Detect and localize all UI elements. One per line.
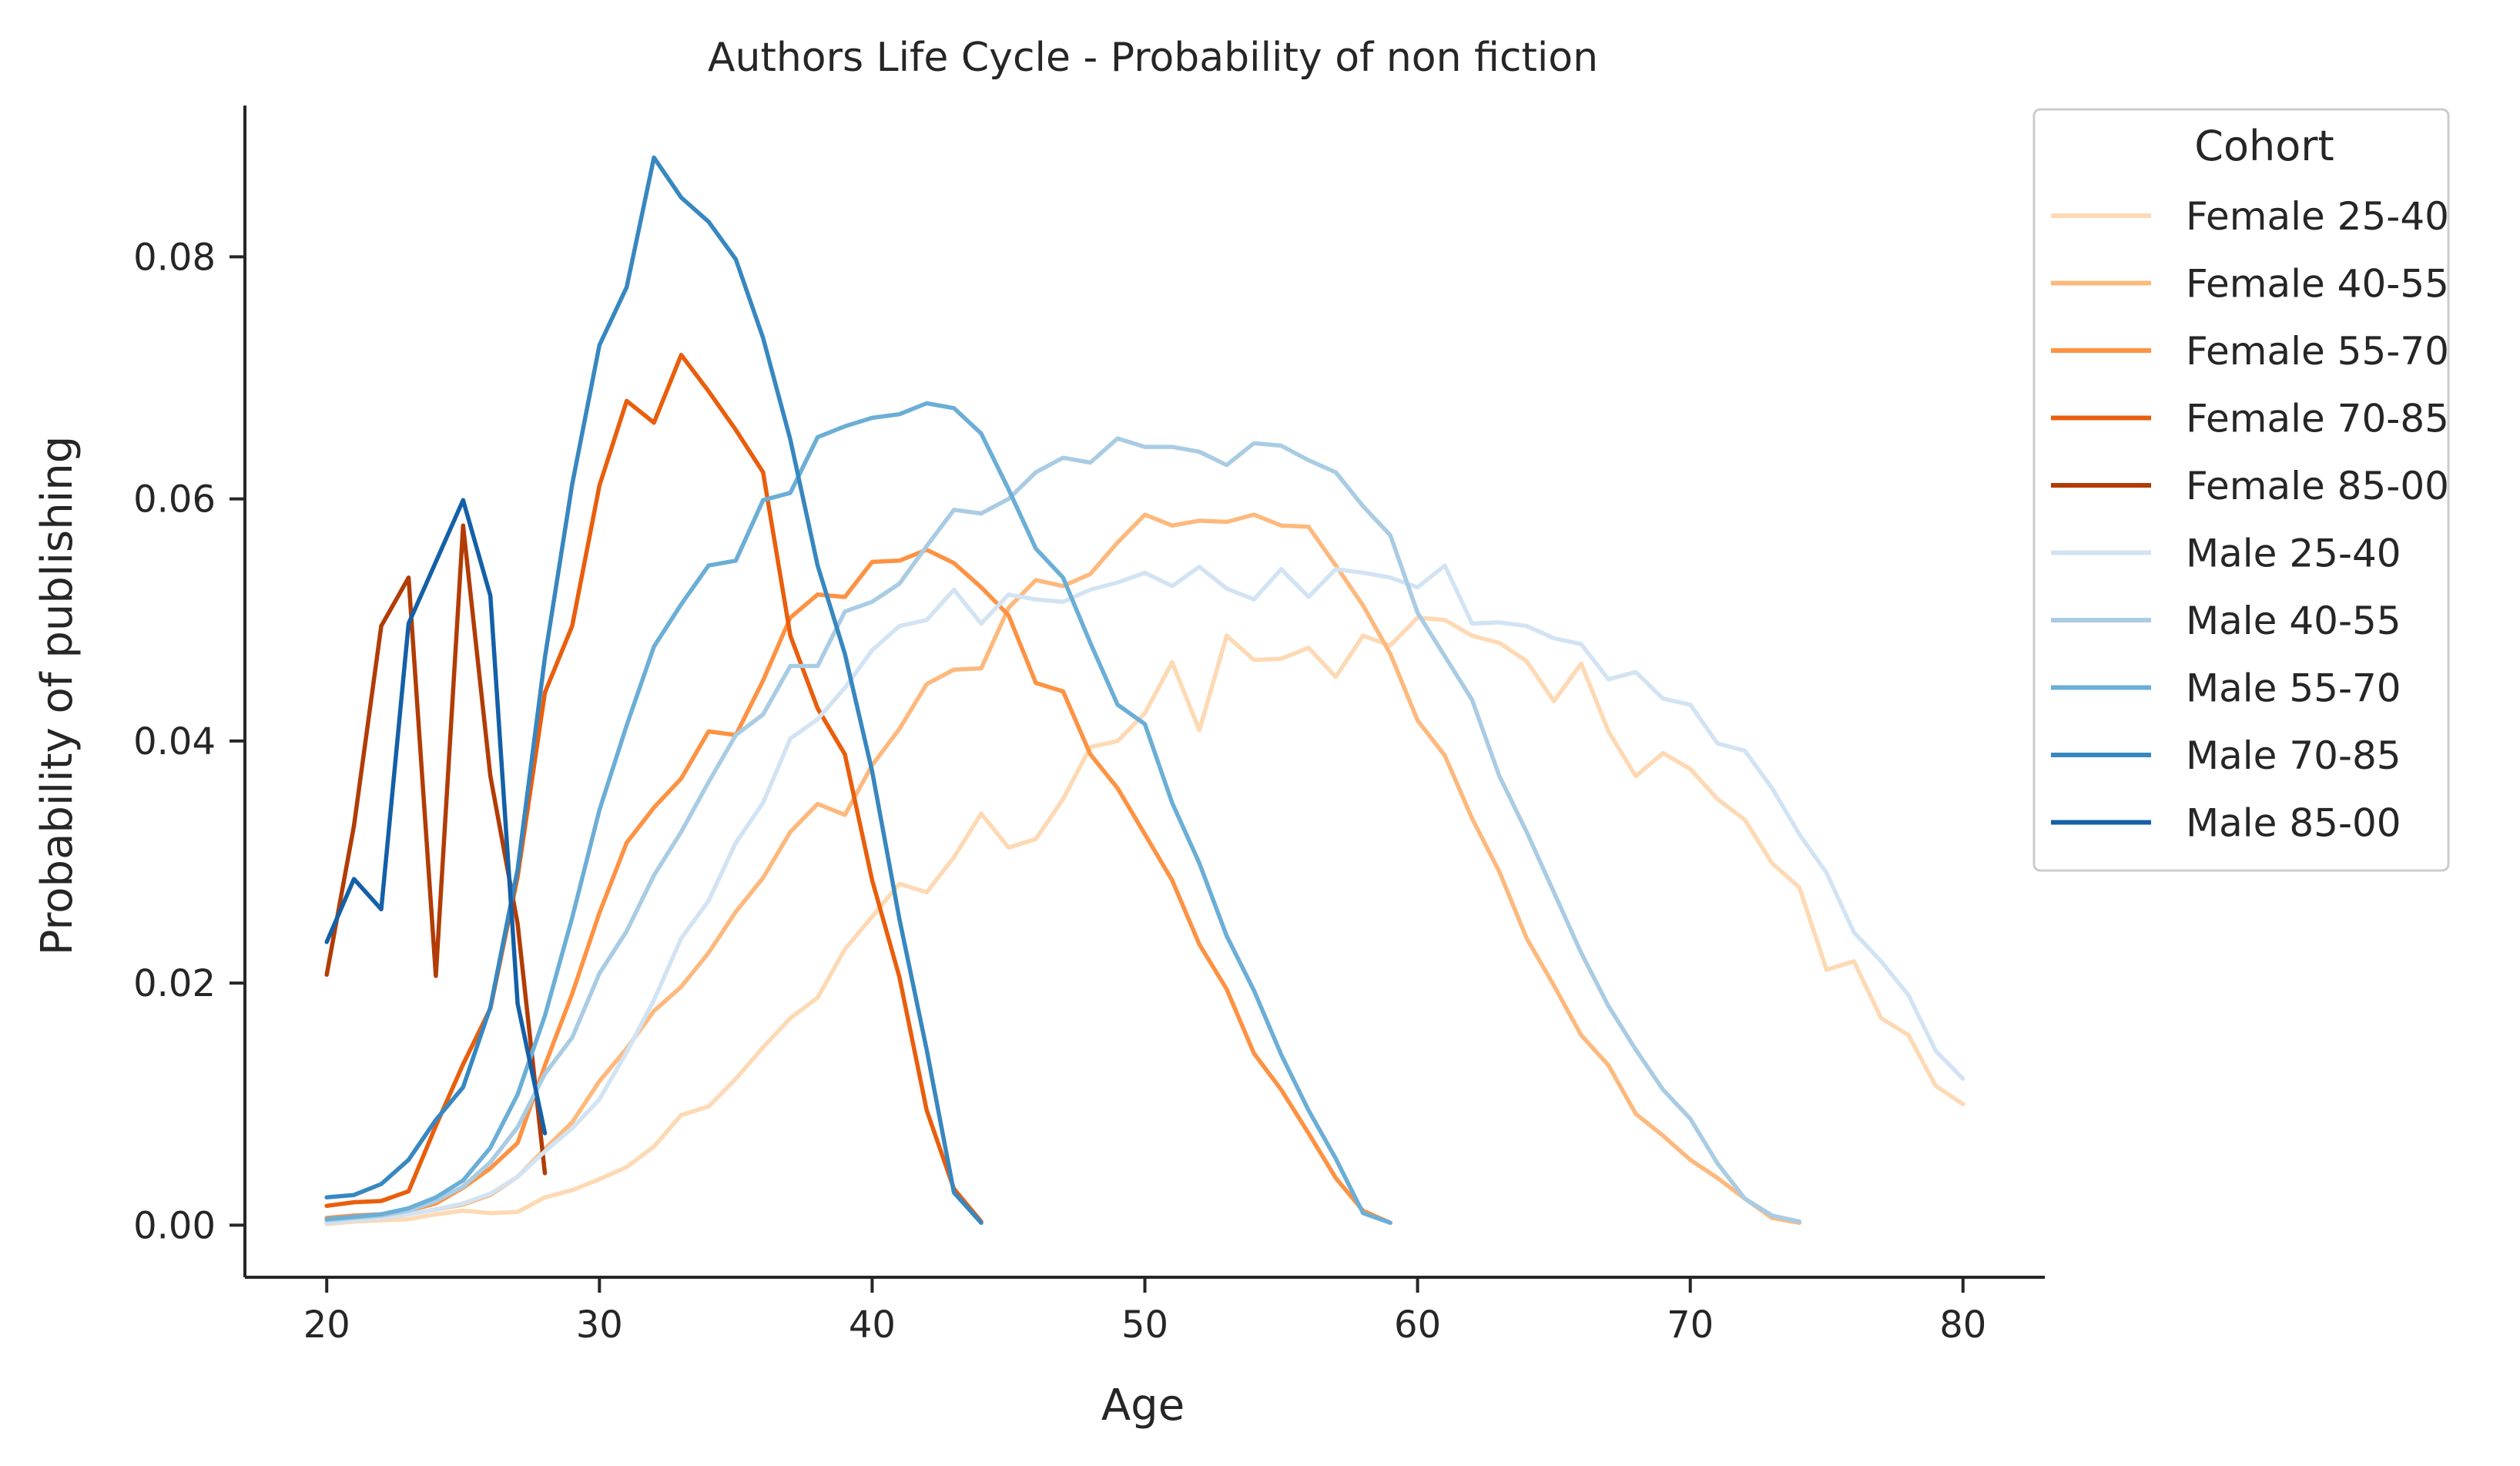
chart-title: Authors Life Cycle - Probability of non … <box>708 35 1598 81</box>
legend-label: Female 85-00 <box>2186 464 2449 508</box>
series-line-female-70-85 <box>324 352 984 1224</box>
x-tick-label: 30 <box>576 1303 623 1347</box>
legend-entry: Female 55-70 <box>2051 329 2449 374</box>
legend-entry: Male 70-85 <box>2051 733 2401 778</box>
legend-entry: Female 70-85 <box>2051 397 2449 441</box>
legend-frame <box>2032 108 2450 872</box>
legend-label: Female 25-40 <box>2186 194 2449 239</box>
series-line-female-25-40 <box>324 615 1965 1226</box>
x-axis-ticks: 20 30 40 50 60 70 80 <box>303 1277 1986 1347</box>
series-line-male-55-70 <box>324 401 1392 1226</box>
y-tick-label: 0.00 <box>133 1204 216 1247</box>
legend-entry: Female 25-40 <box>2051 194 2449 239</box>
legend-label: Female 70-85 <box>2186 397 2449 441</box>
legend-label: Female 40-55 <box>2186 262 2449 307</box>
legend-label: Female 55-70 <box>2186 329 2449 374</box>
legend-label: Male 70-85 <box>2186 733 2401 778</box>
y-tick-label: 0.04 <box>133 720 216 763</box>
y-tick-label: 0.02 <box>133 962 216 1005</box>
legend-entry: Male 55-70 <box>2051 666 2401 711</box>
y-tick-label: 0.08 <box>133 236 216 279</box>
series-line-male-40-55 <box>324 436 1802 1224</box>
legend-label: Male 25-40 <box>2186 532 2401 576</box>
series-line-male-85-00 <box>324 498 548 1136</box>
x-tick-label: 50 <box>1121 1303 1168 1347</box>
x-tick-label: 60 <box>1394 1303 1441 1347</box>
legend-entry: Male 25-40 <box>2051 532 2401 576</box>
legend-entry: Female 40-55 <box>2051 262 2449 307</box>
y-axis-ticks: 0.00 0.02 0.04 0.06 0.08 <box>133 236 245 1247</box>
axes: 20 30 40 50 60 70 80 0.00 0.02 0.04 0.06 0.08 <box>133 106 2045 1347</box>
legend-entry: Female 85-00 <box>2051 464 2449 508</box>
x-tick-label: 70 <box>1667 1303 1714 1347</box>
legend-title: Cohort <box>2194 122 2334 170</box>
series-line-female-55-70 <box>324 547 1392 1226</box>
y-axis-label: Probability of publishing <box>32 436 82 956</box>
legend-label: Male 85-00 <box>2186 801 2401 846</box>
legend: Cohort Female 25-40 Female 40-55 Female 55… <box>2032 108 2450 872</box>
legend-label: Male 40-55 <box>2186 599 2401 643</box>
x-tick-label: 40 <box>849 1303 896 1347</box>
legend-entry: Male 40-55 <box>2051 599 2401 643</box>
legend-label: Male 55-70 <box>2186 666 2401 711</box>
series-layer <box>324 155 1965 1226</box>
x-axis-label: Age <box>1101 1380 1185 1431</box>
y-tick-label: 0.06 <box>133 478 216 522</box>
x-tick-label: 20 <box>303 1303 350 1347</box>
series-line-female-40-55 <box>324 512 1802 1226</box>
series-line-male-70-85 <box>324 155 984 1226</box>
legend-items: Female 25-40 Female 40-55 Female 55-70 Fema… <box>2051 194 2449 846</box>
x-tick-label: 80 <box>1939 1303 1986 1347</box>
series-line-male-25-40 <box>324 563 1965 1226</box>
legend-entry: Male 85-00 <box>2051 801 2401 846</box>
